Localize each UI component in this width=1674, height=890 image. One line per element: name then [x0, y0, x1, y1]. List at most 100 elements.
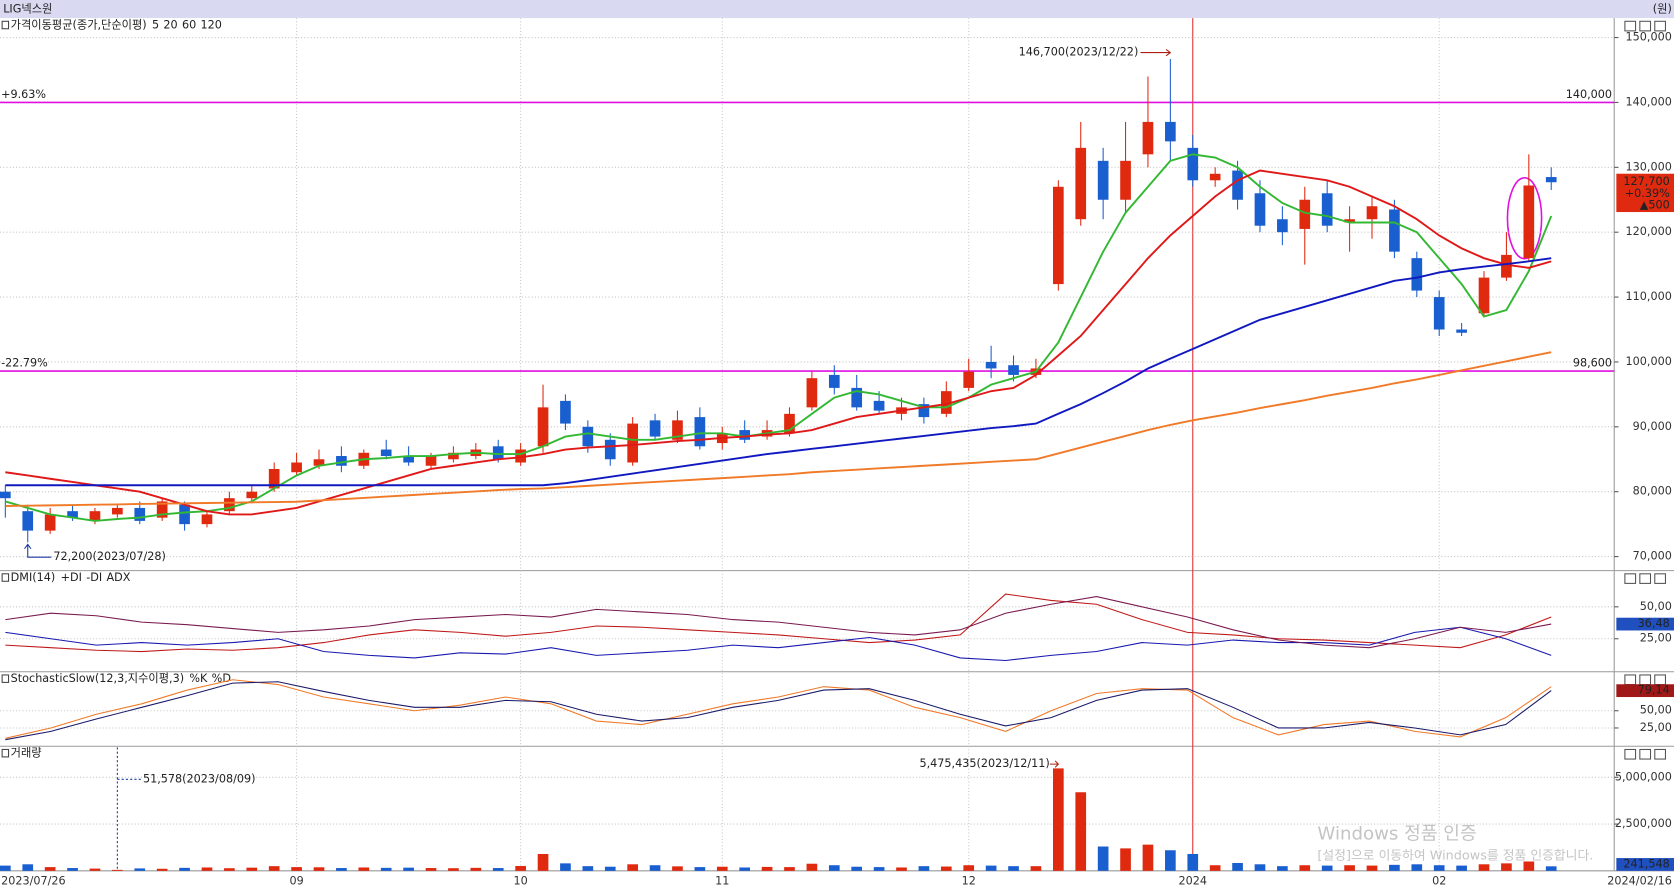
button[interactable] — [1624, 573, 1637, 584]
x-tick-label: 12 — [962, 874, 976, 887]
volume-bar — [380, 867, 392, 871]
panel-title: 거래량 — [11, 747, 42, 760]
volume-bar — [1052, 768, 1064, 871]
header-icon — [1, 674, 10, 683]
candle-body — [851, 387, 863, 408]
candle-body — [739, 430, 751, 440]
volume-bar — [112, 869, 123, 871]
candle-body — [134, 507, 146, 521]
button[interactable] — [1654, 748, 1666, 760]
reference-label: 98,600 — [1573, 357, 1612, 370]
last-value-label: 36,48 — [1638, 617, 1670, 630]
volume-bar — [918, 866, 930, 871]
candle-body — [1389, 209, 1400, 252]
volume-bar — [22, 864, 34, 871]
last-price-label: 127,700 — [1623, 175, 1669, 188]
candle-body — [828, 374, 840, 388]
volume-bar — [1366, 865, 1378, 871]
button[interactable] — [1624, 748, 1637, 760]
volume-bar — [1165, 850, 1176, 871]
candle-body — [1052, 186, 1064, 285]
volume-bar — [604, 866, 616, 871]
series-line — [5, 257, 1552, 487]
volume-bar — [806, 863, 818, 871]
panel-buttons — [1624, 20, 1666, 760]
volume-bar — [1411, 864, 1423, 871]
candle-body — [1501, 254, 1512, 278]
y-tick-label: 25,00 — [1640, 721, 1672, 734]
volume-bar — [268, 866, 280, 871]
series-line — [5, 681, 1552, 741]
y-tick-label: 110,000 — [1626, 290, 1672, 303]
candle-body — [1165, 121, 1176, 142]
panel-title: DMI(14) — [11, 571, 56, 584]
max-arrow — [1049, 760, 1060, 768]
last-price-box — [1616, 173, 1674, 213]
volume-bar — [537, 853, 549, 871]
volume-bar — [1030, 866, 1042, 871]
last-value-box — [1616, 684, 1674, 698]
x-tick-label: 2023/07/26 — [1, 874, 66, 887]
button[interactable] — [1639, 20, 1652, 32]
y-tick-label: 100,000 — [1626, 355, 1672, 368]
button[interactable] — [1654, 573, 1666, 584]
high-arrow — [1140, 48, 1172, 57]
candle-body — [1299, 199, 1311, 229]
volume-bar — [985, 865, 997, 871]
x-tick-label: 11 — [715, 874, 729, 887]
header-icon — [1, 573, 10, 582]
candle-body — [1187, 147, 1199, 181]
candle-body — [224, 498, 235, 512]
volume-bar — [828, 865, 840, 871]
volume-bar — [1209, 865, 1221, 871]
volume-bar — [716, 866, 728, 871]
candle-body — [44, 514, 56, 531]
y-tick-label: 25,00 — [1640, 632, 1672, 645]
candle-body — [1075, 147, 1087, 220]
series-line — [5, 351, 1552, 507]
button[interactable] — [1654, 20, 1666, 32]
max-volume-annotation: 5,475,435(2023/12/11) — [919, 757, 1049, 770]
y-tick-label: 2,500,000 — [1615, 817, 1672, 830]
button[interactable] — [1639, 573, 1652, 584]
volume-bar — [1545, 866, 1557, 871]
legend-entry: 20 — [163, 19, 177, 32]
candle-body — [806, 378, 818, 408]
volume-bar — [44, 867, 56, 871]
candle-body — [1478, 277, 1490, 314]
candle-body — [560, 400, 571, 424]
legend-entry: %D — [212, 672, 231, 685]
y-tick-label: 70,000 — [1633, 550, 1672, 563]
candle-body — [1433, 297, 1445, 330]
legend-entry: +DI — [61, 571, 82, 584]
x-tick-label: 09 — [289, 874, 303, 887]
candle-body — [1523, 185, 1535, 259]
volume-bar — [224, 868, 235, 871]
candle-body — [515, 449, 526, 463]
candle-body — [89, 511, 101, 521]
panel-title: StochasticSlow(12,3,지수이평,3) — [11, 672, 184, 685]
unit-label: (원) — [1653, 2, 1672, 16]
volume-bar — [89, 868, 101, 871]
volume-bar — [246, 867, 258, 871]
y-tick-label: 90,000 — [1633, 420, 1672, 433]
volume-bar — [582, 866, 594, 871]
y-tick-label: 150,000 — [1626, 31, 1672, 44]
button[interactable] — [1624, 20, 1637, 32]
volume-bar — [1456, 865, 1467, 871]
button[interactable] — [1639, 748, 1652, 760]
volume-bar — [1232, 862, 1243, 871]
volume-bar — [1075, 792, 1087, 871]
candle-body — [448, 452, 459, 460]
last-volume-label: 241,548 — [1623, 857, 1669, 870]
volume-bar — [448, 868, 459, 871]
candle-body — [1545, 177, 1557, 183]
x-tick-label: 2024/02/16 — [1607, 874, 1672, 887]
watermark-text: [설정]으로 이동하여 Windows를 정품 인증합니다. — [1317, 848, 1593, 863]
volume-bar — [492, 868, 504, 871]
candle-body — [1142, 121, 1154, 155]
legend-entry: 120 — [200, 19, 221, 32]
candle-body — [268, 468, 280, 489]
highlight-ellipse — [1506, 176, 1543, 260]
